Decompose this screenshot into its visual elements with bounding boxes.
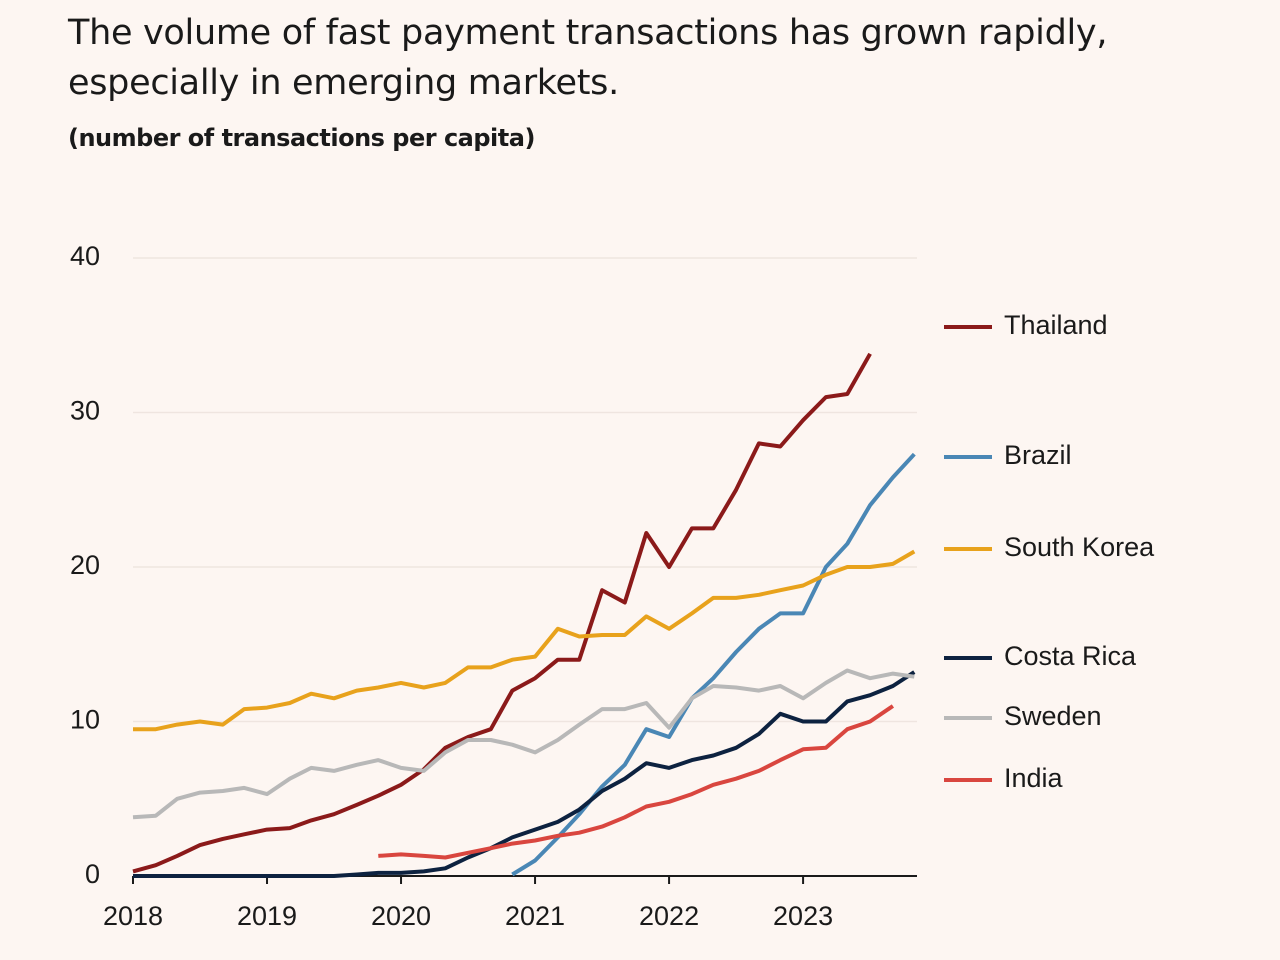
series-line: [511, 452, 916, 877]
y-tick-label: 40: [70, 241, 100, 271]
x-tick-label: 2022: [639, 901, 699, 931]
y-tick-label: 0: [85, 859, 100, 889]
series-line: [133, 549, 916, 732]
legend-label: Brazil: [1004, 440, 1072, 470]
chart-subtitle: (number of transactions per capita): [68, 124, 535, 152]
legend-label: Sweden: [1004, 701, 1102, 731]
legend-label: Costa Rica: [1004, 641, 1137, 671]
series-line: [133, 670, 916, 878]
x-tick-label: 2019: [237, 901, 297, 931]
y-tick-label: 10: [70, 705, 100, 735]
series-line: [132, 352, 872, 874]
legend-label: South Korea: [1004, 532, 1155, 562]
series-line: [132, 668, 915, 820]
chart-title: The volume of fast payment transactions …: [68, 13, 1108, 103]
y-tick-label: 30: [70, 396, 100, 426]
x-tick-label: 2021: [505, 901, 565, 931]
legend-label: India: [1004, 763, 1064, 793]
x-tick-label: 2020: [371, 901, 431, 931]
y-tick-label: 20: [70, 550, 100, 580]
x-tick-label: 2023: [773, 901, 833, 931]
series-line: [378, 704, 895, 860]
x-tick-label: 2018: [103, 901, 163, 931]
legend-label: Thailand: [1004, 310, 1108, 340]
